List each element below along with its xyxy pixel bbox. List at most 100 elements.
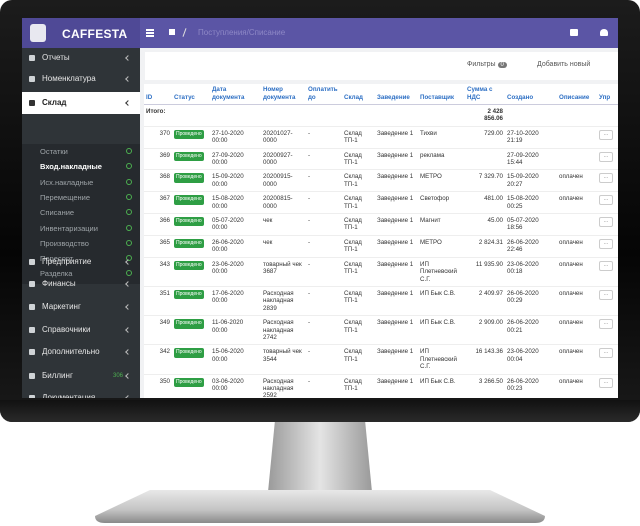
submenu-item[interactable]: Исх.накладные	[22, 175, 140, 190]
venue-cell: Заведение 1	[375, 257, 418, 287]
actions-button[interactable]: ...	[599, 238, 613, 249]
date-cell: 27-09-2020 00:00	[210, 148, 261, 171]
table-row[interactable]: 366 Проведено 05-07-2020 00:00 чек - Склад ТП…	[144, 213, 618, 236]
submenu-item[interactable]: Перемещение	[22, 190, 140, 205]
column-header[interactable]: Поставщик	[418, 84, 465, 105]
table-row[interactable]: 365 Проведено 26-06-2020 00:00 чек - Склад ТП…	[144, 235, 618, 258]
submenu-item[interactable]: Инвентаризации	[22, 221, 140, 236]
actions-button[interactable]: ...	[599, 173, 613, 184]
menu-item[interactable]: Дополнительно	[22, 341, 140, 363]
actions-button[interactable]: ...	[599, 151, 613, 162]
column-header[interactable]: Склад	[342, 84, 375, 105]
menu-item[interactable]: Отчеты	[22, 47, 140, 69]
table-row[interactable]: 367 Проведено 15-08-2020 00:00 20200815-000…	[144, 191, 618, 215]
venue-cell: Заведение 1	[375, 344, 418, 375]
menu-item[interactable]: Справочники	[22, 319, 140, 341]
column-header[interactable]: Дата документа	[210, 84, 261, 105]
table-row[interactable]: 342 Проведено 15-06-2020 00:00 товарный чек…	[144, 344, 618, 375]
menu-item[interactable]: Маркетинг	[22, 296, 140, 318]
help-icon	[126, 255, 132, 262]
actions-button[interactable]: ...	[599, 319, 613, 330]
venue-cell: Заведение 1	[375, 374, 418, 398]
empty-cell	[557, 213, 597, 236]
filter-button[interactable]: Фильтры 0	[467, 61, 507, 68]
actions-button[interactable]: ...	[599, 195, 613, 206]
actions-button[interactable]: ...	[599, 289, 613, 300]
date-cell: 15-06-2020 00:00	[210, 344, 261, 375]
number-cell: 20200915-0000	[261, 169, 306, 193]
table-row[interactable]: 369 Проведено 27-09-2020 00:00 20200927-000…	[144, 148, 618, 171]
submenu-item[interactable]: Вход.накладные	[22, 159, 140, 174]
menu-icon	[29, 76, 35, 82]
actions-button[interactable]: ...	[599, 348, 613, 359]
created-cell: 27-09-2020 15:44	[505, 148, 557, 171]
status-badge: Проведено	[174, 319, 204, 329]
table-row[interactable]: 370 Проведено 27-10-2020 00:00 20201027-000…	[144, 126, 618, 149]
table-row[interactable]: 350 Проведено 03-06-2020 00:00 Расходная на…	[144, 374, 618, 398]
column-header[interactable]: Оплатить до	[306, 84, 342, 105]
column-header[interactable]: Создано	[505, 84, 557, 105]
actions-button[interactable]: ...	[599, 377, 613, 388]
table-row[interactable]: 343 Проведено 23-06-2020 00:00 товарный чек…	[144, 257, 618, 287]
menu-item[interactable]: Документация	[22, 387, 140, 398]
column-header[interactable]: Сумма с НДС	[465, 84, 505, 105]
table-row[interactable]: 368 Проведено 15-09-2020 00:00 20200915-000…	[144, 169, 618, 193]
submenu-item[interactable]: Разделка	[22, 266, 140, 281]
sum-cell: 2 824.31	[465, 235, 505, 258]
submenu-item[interactable]: Остатки	[22, 144, 140, 159]
submenu-item[interactable]: Пересорт	[22, 251, 140, 266]
column-header[interactable]: Упр	[597, 84, 618, 105]
menu-chevron	[125, 100, 131, 106]
empty-cell	[465, 148, 505, 171]
submenu-item[interactable]: Списание	[22, 205, 140, 220]
status-badge: Проведено	[174, 260, 204, 271]
logo[interactable]: CAFFESTA	[22, 18, 140, 48]
column-header[interactable]: Описание	[557, 84, 597, 105]
date-cell: 15-09-2020 00:00	[210, 169, 261, 193]
submenu-item[interactable]: Производство	[22, 236, 140, 251]
empty-cell	[557, 104, 597, 127]
menu-toggle[interactable]	[146, 29, 154, 31]
sum-cell: 2 409.97	[465, 286, 505, 317]
column-header[interactable]: Статус	[172, 84, 210, 105]
menu-item[interactable]: Номенклатура	[22, 68, 140, 90]
sum-cell: 481.00	[465, 191, 505, 215]
number-cell: 20200927-0000	[261, 148, 306, 171]
actions-button[interactable]: ...	[599, 217, 613, 228]
help-icon	[126, 270, 132, 277]
user-menu-icon[interactable]	[600, 29, 608, 36]
menu-item[interactable]: Предприятие	[22, 251, 140, 273]
pay-by-cell: -	[306, 315, 342, 346]
actions-cell: ...	[597, 374, 618, 398]
actions-button[interactable]: ...	[599, 260, 613, 271]
table-row[interactable]: 349 Проведено 11-06-2020 00:00 Расходная на…	[144, 315, 618, 346]
number-cell: чек	[261, 213, 306, 236]
menu-icon	[29, 327, 35, 333]
empty-cell	[306, 104, 342, 127]
help-icon	[126, 178, 132, 185]
header-row: ID Статус Дата документа Номер документа Опл…	[144, 84, 618, 105]
add-menu-icon[interactable]	[570, 29, 578, 36]
table-row[interactable]: 351 Проведено 17-06-2020 00:00 Расходная на…	[144, 286, 618, 317]
actions-button[interactable]: ...	[599, 129, 613, 140]
supplier-cell: ИП Бык С.В.	[418, 315, 465, 346]
id-cell: 368	[144, 169, 172, 193]
menu-item[interactable]: Склад	[22, 92, 140, 114]
menu-label: Маркетинг	[42, 302, 81, 311]
monitor-chin	[0, 400, 640, 422]
add-button[interactable]: Добавить новый	[537, 61, 591, 68]
column-header[interactable]: Номер документа	[261, 84, 306, 105]
actions-cell: ...	[597, 344, 618, 375]
menu-item[interactable]: Финансы	[22, 273, 140, 295]
id-cell: 349	[144, 315, 172, 346]
status-badge: Проведено	[174, 238, 204, 249]
supplier-cell: ИП Плетневский С.Г.	[418, 257, 465, 287]
menu-item[interactable]: Биллинг 306	[22, 365, 140, 387]
column-header[interactable]: Заведение	[375, 84, 418, 105]
total-row: Итого: 2 428 856.06	[144, 104, 618, 127]
home-icon[interactable]	[169, 29, 175, 35]
column-header[interactable]: ID	[144, 84, 172, 105]
sum-cell: 2 909.00	[465, 315, 505, 346]
help-icon	[126, 239, 132, 246]
